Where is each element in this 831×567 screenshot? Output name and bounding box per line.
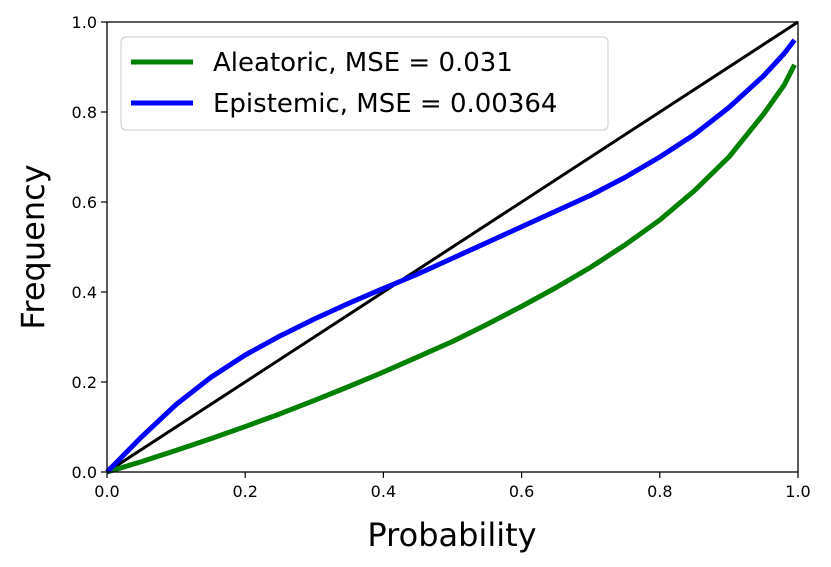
x-tick-label: 0.2	[232, 482, 257, 501]
x-tick-label: 0.0	[94, 482, 119, 501]
legend-label-aleatoric: Aleatoric, MSE = 0.031	[213, 48, 513, 78]
legend-box	[120, 36, 609, 131]
series-line-epistemic	[105, 38, 797, 474]
y-tick-label: 0.8	[72, 103, 97, 122]
x-tick-label: 0.4	[371, 482, 396, 501]
reference-line-perfect-calibration	[106, 20, 799, 474]
legend: Aleatoric, MSE = 0.031 Epistemic, MSE = …	[120, 36, 609, 131]
y-tick-label: 0.6	[72, 193, 97, 212]
x-axis-title: Probability	[367, 516, 536, 554]
y-tick-label: 0.0	[72, 463, 97, 482]
plot-lines	[105, 20, 799, 475]
y-axis-title: Frequency	[14, 164, 52, 329]
plot-frame	[106, 21, 799, 473]
series-line-aleatoric	[106, 63, 797, 475]
axis-ticks: 0.0 0.2 0.4 0.6 0.8 1.0 0.0 0.2 0.4 0.6 0.8 1.0	[72, 13, 811, 501]
legend-label-epistemic: Epistemic, MSE = 0.00364	[213, 89, 557, 119]
x-tick-label: 1.0	[785, 482, 810, 501]
y-tick-label: 1.0	[72, 13, 97, 32]
x-tick-label: 0.8	[647, 482, 672, 501]
y-tick-label: 0.2	[72, 373, 97, 392]
x-tick-label: 0.6	[509, 482, 534, 501]
y-tick-label: 0.4	[72, 283, 97, 302]
